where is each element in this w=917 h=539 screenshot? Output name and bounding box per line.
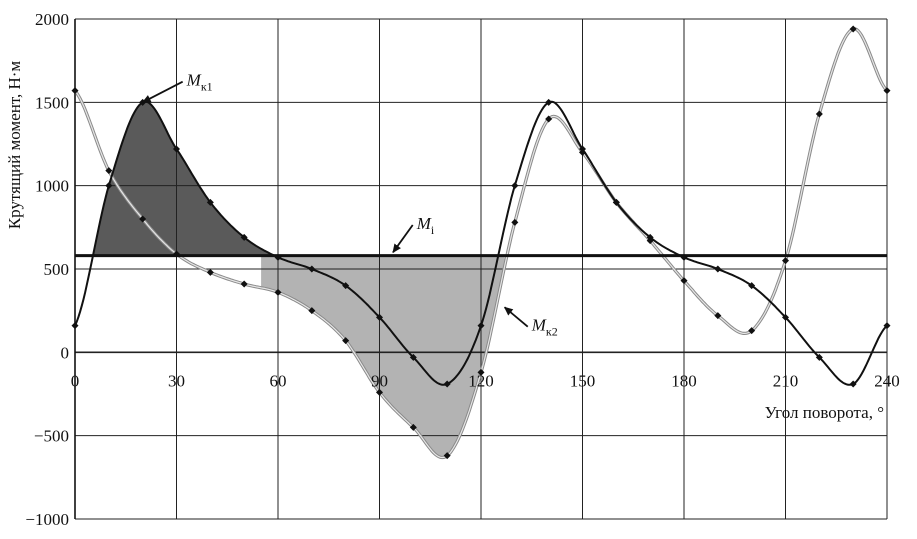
point-mk1-13 bbox=[511, 182, 519, 190]
point-mk1-8 bbox=[342, 282, 350, 290]
y-tick-label-5: 1500 bbox=[35, 93, 69, 112]
x-tick-label-5: 150 bbox=[570, 371, 596, 390]
point-mk1-22 bbox=[815, 353, 823, 361]
point-mk1-0 bbox=[71, 322, 79, 330]
point-mk1-9 bbox=[376, 313, 383, 321]
area-fill-mk1 bbox=[93, 101, 273, 256]
x-tick-label-8: 240 bbox=[874, 371, 900, 390]
annotation-label-2: Mк2 bbox=[531, 316, 558, 339]
y-tick-label-2: 0 bbox=[61, 343, 70, 362]
point-mk1-24 bbox=[883, 322, 891, 330]
point-mk2-13 bbox=[511, 218, 519, 226]
point-mk2-3 bbox=[173, 250, 180, 258]
point-mk2-22 bbox=[815, 110, 823, 118]
point-mk2-11 bbox=[443, 452, 451, 460]
y-tick-label-6: 2000 bbox=[35, 10, 69, 29]
point-mk1-5 bbox=[240, 233, 248, 241]
x-tick-label-4: 120 bbox=[468, 371, 494, 390]
x-tick-label-1: 30 bbox=[168, 371, 185, 390]
point-mk1-14 bbox=[545, 98, 553, 106]
point-mk2-17 bbox=[646, 237, 654, 245]
y-tick-label-3: 500 bbox=[44, 260, 70, 279]
x-tick-label-0: 0 bbox=[71, 371, 80, 390]
x-tick-label-2: 60 bbox=[270, 371, 287, 390]
point-mk2-2 bbox=[139, 215, 147, 223]
point-mk1-7 bbox=[308, 265, 316, 273]
point-mk2-0 bbox=[71, 87, 79, 95]
point-mk2-12 bbox=[477, 368, 485, 376]
point-mk1-21 bbox=[782, 313, 789, 321]
y-tick-label-1: −500 bbox=[34, 427, 69, 446]
point-mk2-9 bbox=[376, 388, 383, 396]
point-mk1-12 bbox=[477, 322, 485, 330]
point-mk2-15 bbox=[579, 148, 586, 156]
point-mk2-1 bbox=[105, 167, 113, 175]
point-mk2-23 bbox=[849, 25, 857, 33]
point-mk2-7 bbox=[308, 307, 316, 315]
point-mk2-21 bbox=[782, 257, 789, 265]
point-mk1-6 bbox=[274, 253, 282, 261]
y-axis-label: Крутящий момент, Н·м bbox=[5, 61, 24, 230]
point-mk1-10 bbox=[409, 353, 417, 361]
point-mk1-4 bbox=[206, 198, 214, 206]
point-mk1-23 bbox=[849, 380, 857, 388]
point-mk2-5 bbox=[240, 280, 248, 288]
point-mk2-24 bbox=[883, 87, 891, 95]
x-tick-label-7: 210 bbox=[773, 371, 799, 390]
point-mk2-6 bbox=[274, 288, 282, 296]
point-mk2-19 bbox=[714, 312, 722, 320]
point-mk2-4 bbox=[206, 268, 214, 276]
y-tick-label-0: −1000 bbox=[25, 510, 69, 529]
point-mk2-14 bbox=[545, 115, 553, 123]
point-mk2-18 bbox=[680, 277, 688, 285]
point-mk1-19 bbox=[714, 265, 722, 273]
annotation-arrow-2 bbox=[503, 306, 529, 328]
area-fills bbox=[93, 101, 505, 458]
area-fill-mk2 bbox=[261, 255, 505, 458]
annotation-label-0: Mк1 bbox=[186, 71, 213, 94]
annotation-arrow-0 bbox=[141, 80, 184, 104]
point-mk2-10 bbox=[409, 423, 417, 431]
point-mk2-16 bbox=[612, 198, 620, 206]
point-mk2-8 bbox=[342, 337, 350, 345]
point-mk1-18 bbox=[680, 253, 688, 261]
annotations: Mк1 Mi Mк2 bbox=[141, 71, 558, 339]
point-mk2-20 bbox=[748, 327, 756, 335]
x-tick-label-6: 180 bbox=[671, 371, 697, 390]
point-mk1-1 bbox=[105, 182, 113, 190]
grid-lines bbox=[74, 18, 888, 520]
point-mk1-11 bbox=[443, 380, 451, 388]
series-markers bbox=[71, 25, 891, 460]
tick-labels: 0 30 60 90 120 150 180 210 240 −1000 −500 0 500 1000 1… bbox=[25, 10, 899, 529]
point-mk1-20 bbox=[748, 282, 756, 290]
annotation-label-1: Mi bbox=[416, 214, 435, 237]
annotation-arrow-1 bbox=[392, 224, 414, 254]
y-tick-label-4: 1000 bbox=[35, 177, 69, 196]
x-tick-label-3: 90 bbox=[371, 371, 388, 390]
x-axis-label: Угол поворота, ° bbox=[765, 403, 884, 422]
point-mk1-3 bbox=[173, 145, 180, 153]
